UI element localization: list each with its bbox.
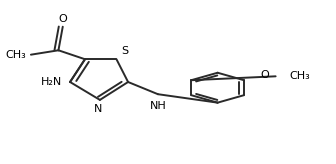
Text: CH₃: CH₃ [5,50,26,60]
Text: H₂N: H₂N [41,77,62,87]
Text: N: N [93,104,102,114]
Text: CH₃: CH₃ [290,71,310,81]
Text: S: S [121,46,129,56]
Text: O: O [58,14,67,24]
Text: NH: NH [150,101,166,111]
Text: O: O [260,70,269,80]
